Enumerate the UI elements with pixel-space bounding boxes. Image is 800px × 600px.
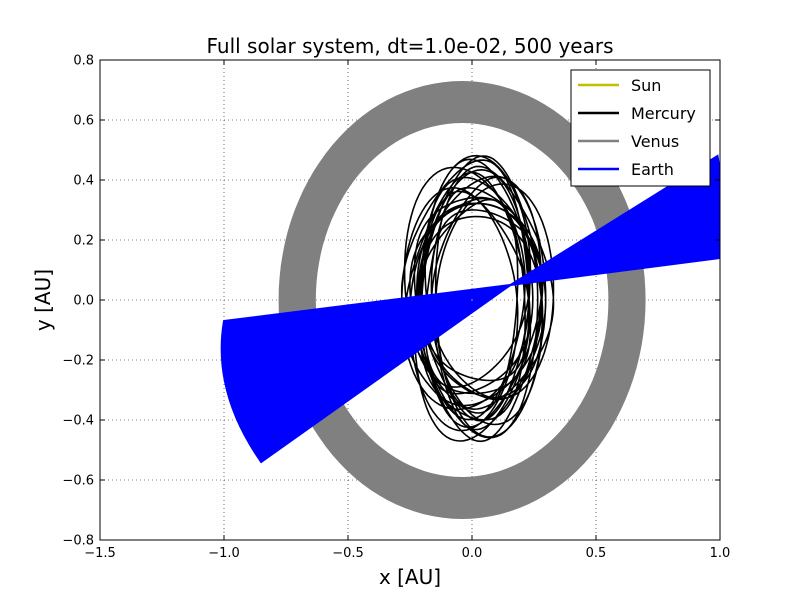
- y-tick-label: 0.4: [73, 174, 94, 189]
- x-tick-label: −1.5: [84, 546, 116, 561]
- legend: Sun Mercury Venus Earth: [570, 69, 711, 187]
- x-axis-label: x [AU]: [379, 565, 441, 589]
- x-tick-label: −0.5: [332, 546, 364, 561]
- y-tick-label: −0.2: [62, 354, 94, 369]
- series-mercury-line: [400, 154, 555, 443]
- x-tick-label: 1.0: [710, 546, 731, 561]
- y-tick-label: −0.6: [62, 474, 94, 489]
- chart-title: Full solar system, dt=1.0e-02, 500 years: [207, 34, 614, 58]
- x-tick-label: −1.0: [208, 546, 240, 561]
- legend-label: Mercury: [631, 104, 696, 123]
- series-earth-fan: [220, 154, 720, 464]
- y-tick-label: −0.8: [62, 534, 94, 549]
- y-tick-label: 0.8: [73, 54, 94, 69]
- legend-label: Venus: [631, 132, 679, 151]
- x-tick-label: 0.0: [462, 546, 483, 561]
- legend-label: Earth: [631, 160, 674, 179]
- series-sun-point: [471, 299, 473, 301]
- y-tick-label: 0.2: [73, 234, 94, 249]
- y-tick-label: 0.0: [73, 294, 94, 309]
- legend-label: Sun: [631, 76, 661, 95]
- x-tick-label: 0.5: [586, 546, 607, 561]
- y-tick-label: −0.4: [62, 414, 94, 429]
- legend-box: [570, 69, 711, 187]
- y-tick-label: 0.6: [73, 114, 94, 129]
- plot-area: −1.5 −1.0 −0.5 0.0 0.5 1.0 −0.8 −0.6 −0.4 −0.2 0.0…: [62, 54, 730, 562]
- data-layer: [220, 81, 720, 519]
- y-axis-label: y [AU]: [31, 269, 55, 331]
